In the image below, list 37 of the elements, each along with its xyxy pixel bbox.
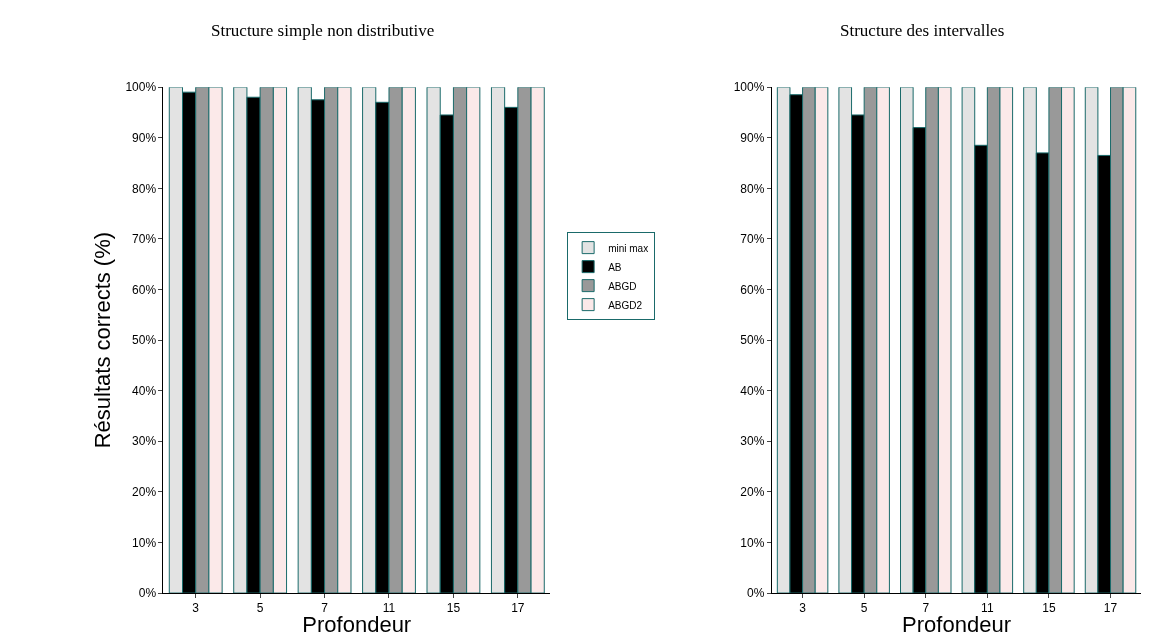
y-tick-label: 80% xyxy=(740,181,765,196)
legend-label: mini max xyxy=(608,242,649,254)
y-tick-label: 70% xyxy=(740,232,765,247)
y-tick-label: 50% xyxy=(132,333,157,348)
chart-title: Structure simple non distributive xyxy=(211,21,435,40)
y-tick-label: 70% xyxy=(132,232,157,247)
y-axis-title: Résultats corrects (%) xyxy=(90,231,116,449)
legend-label: AB xyxy=(608,261,622,273)
y-tick-label: 60% xyxy=(132,282,157,297)
y-tick-label: 30% xyxy=(740,434,765,449)
y-tick-label: 0% xyxy=(747,586,765,601)
x-tick-label: 5 xyxy=(256,601,264,616)
y-tick-label: 20% xyxy=(132,485,157,500)
x-tick-label: 17 xyxy=(511,601,525,616)
x-tick-label: 3 xyxy=(799,601,807,616)
y-tick-label: 20% xyxy=(740,485,765,500)
y-tick-label: 10% xyxy=(132,535,157,550)
x-tick-label: 15 xyxy=(1042,601,1056,616)
y-tick-label: 90% xyxy=(132,130,157,145)
y-tick-label: 50% xyxy=(740,333,765,348)
x-tick-label: 15 xyxy=(446,601,461,616)
y-tick-label: 40% xyxy=(740,383,765,398)
y-tick-label: 60% xyxy=(740,282,765,297)
x-tick-label: 3 xyxy=(192,601,200,616)
y-tick-label: 40% xyxy=(132,383,157,398)
y-tick-label: 10% xyxy=(740,535,765,550)
y-tick-label: 0% xyxy=(138,586,157,601)
y-tick-label: 80% xyxy=(132,181,157,196)
x-tick-label: 5 xyxy=(860,601,868,616)
x-tick-label: 17 xyxy=(1103,601,1118,616)
chart-title: Structure des intervalles xyxy=(840,21,1005,40)
y-tick-label: 30% xyxy=(132,434,157,449)
legend-label: ABGD2 xyxy=(608,299,643,311)
y-tick-label: 90% xyxy=(740,130,765,145)
y-tick-label: 100% xyxy=(125,80,157,95)
legend-label: ABGD xyxy=(608,280,637,292)
y-tick-label: 100% xyxy=(733,80,765,95)
